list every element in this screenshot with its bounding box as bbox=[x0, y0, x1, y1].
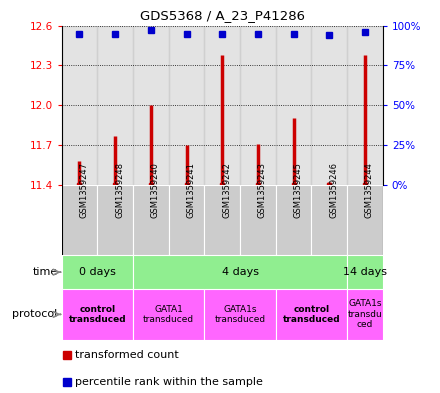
Bar bbox=[312, 185, 347, 255]
Bar bbox=[169, 185, 204, 255]
Bar bbox=[347, 185, 383, 255]
Text: time: time bbox=[33, 267, 58, 277]
Bar bbox=[276, 185, 312, 255]
Bar bbox=[62, 289, 133, 340]
Bar bbox=[97, 26, 133, 185]
Text: GATA1s
transdu
ced: GATA1s transdu ced bbox=[348, 299, 382, 329]
Bar bbox=[133, 185, 169, 255]
Text: control
transduced: control transduced bbox=[282, 305, 340, 324]
Text: transformed count: transformed count bbox=[75, 350, 178, 360]
Text: GSM1359247: GSM1359247 bbox=[80, 162, 88, 219]
Bar bbox=[276, 26, 312, 185]
Bar bbox=[62, 185, 97, 255]
Text: GSM1359243: GSM1359243 bbox=[258, 162, 267, 219]
Bar bbox=[169, 26, 204, 185]
Bar bbox=[240, 26, 276, 185]
Text: GSM1359246: GSM1359246 bbox=[329, 162, 338, 219]
Text: GSM1359248: GSM1359248 bbox=[115, 162, 124, 219]
Bar bbox=[347, 26, 383, 185]
Bar bbox=[204, 289, 276, 340]
Text: GSM1359244: GSM1359244 bbox=[365, 162, 374, 218]
Text: 0 days: 0 days bbox=[79, 267, 116, 277]
Text: control
transduced: control transduced bbox=[69, 305, 126, 324]
Bar bbox=[204, 26, 240, 185]
Bar bbox=[240, 185, 276, 255]
Bar bbox=[62, 26, 97, 185]
Text: GSM1359245: GSM1359245 bbox=[293, 162, 303, 218]
Text: GSM1359241: GSM1359241 bbox=[187, 162, 195, 218]
Bar bbox=[133, 289, 204, 340]
Text: protocol: protocol bbox=[12, 309, 58, 320]
Bar bbox=[312, 26, 347, 185]
Bar bbox=[62, 255, 133, 289]
Text: GATA1
transduced: GATA1 transduced bbox=[143, 305, 194, 324]
Bar bbox=[133, 26, 169, 185]
Bar bbox=[97, 185, 133, 255]
Title: GDS5368 / A_23_P41286: GDS5368 / A_23_P41286 bbox=[140, 9, 305, 22]
Bar bbox=[347, 255, 383, 289]
Text: percentile rank within the sample: percentile rank within the sample bbox=[75, 377, 263, 387]
Bar bbox=[133, 255, 347, 289]
Bar bbox=[276, 289, 347, 340]
Text: GSM1359242: GSM1359242 bbox=[222, 162, 231, 218]
Bar bbox=[204, 185, 240, 255]
Text: 4 days: 4 days bbox=[222, 267, 259, 277]
Text: GSM1359240: GSM1359240 bbox=[151, 162, 160, 218]
Text: 14 days: 14 days bbox=[343, 267, 387, 277]
Text: GATA1s
transduced: GATA1s transduced bbox=[214, 305, 266, 324]
Bar bbox=[347, 289, 383, 340]
